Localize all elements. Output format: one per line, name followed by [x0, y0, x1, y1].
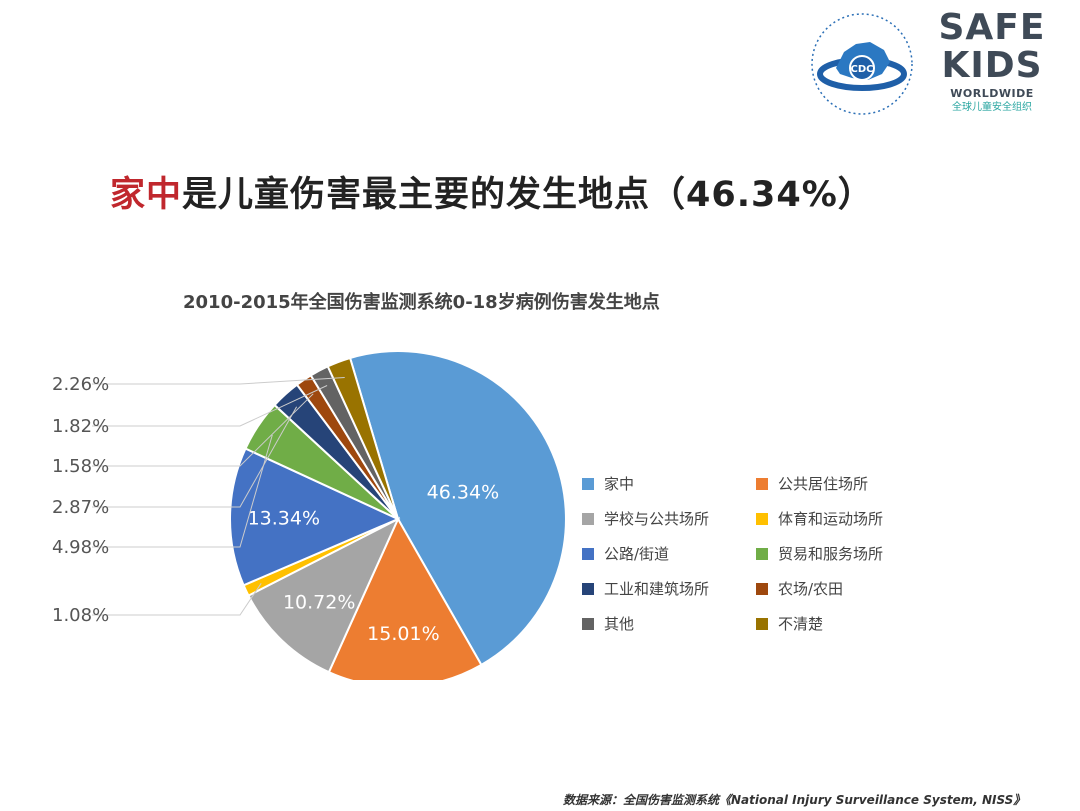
legend-label: 农场/农田: [778, 580, 843, 598]
cdc-logo: CDC: [811, 13, 913, 115]
legend-swatch: [756, 548, 768, 560]
legend-label: 公路/街道: [604, 545, 669, 563]
safe-kids-logo: SAFE KIDS WORLDWIDE 全球儿童安全组织: [936, 10, 1048, 113]
legend-swatch: [582, 583, 594, 595]
slice-data-label: 15.01%: [367, 623, 439, 645]
pie-chart: 46.34% 15.01% 10.72% 1.08% 13.34% 4.98% 2.87% 1…: [52, 350, 883, 680]
legend-label: 其他: [604, 615, 634, 633]
logo-text: SAFE: [938, 7, 1046, 48]
slice-data-label: 10.72%: [283, 592, 355, 614]
source-note: 数据来源：全国伤害监测系统《National Injury Surveillan…: [563, 793, 1026, 807]
legend-swatch: [582, 478, 594, 490]
legend-label: 不清楚: [778, 615, 823, 633]
callout-line: [92, 583, 262, 616]
legend-swatch: [756, 583, 768, 595]
legend-label: 家中: [604, 475, 634, 493]
callout-line: [92, 377, 345, 385]
callout-line: [92, 434, 273, 548]
logo-text: KIDS: [941, 45, 1043, 86]
pie-slice: [326, 356, 399, 520]
logo-text: WORLDWIDE: [950, 87, 1034, 100]
page-title-rest: 是儿童伤害最主要的发生地点（46.34%）: [182, 175, 874, 215]
legend-swatch: [582, 618, 594, 630]
slice-data-label: 13.34%: [248, 507, 320, 529]
cdc-badge-text: CDC: [851, 64, 874, 75]
slice-callout-label: 1.08%: [52, 605, 109, 626]
callout-line: [92, 393, 314, 467]
page-title-highlight: 家中: [110, 175, 183, 215]
legend-swatch: [756, 478, 768, 490]
chart-title: 2010-2015年全国伤害监测系统0-18岁病例伤害发生地点: [183, 292, 660, 313]
slice-callout-label: 4.98%: [52, 537, 109, 558]
legend-label: 贸易和服务场所: [778, 545, 883, 563]
legend-label: 工业和建筑场所: [604, 580, 709, 598]
slice-callout-label: 2.87%: [52, 497, 109, 518]
pie-slice: [229, 447, 401, 587]
legend-swatch: [756, 618, 768, 630]
slice-callout-label: 1.58%: [52, 456, 109, 477]
legend-label: 学校与公共场所: [604, 510, 709, 528]
legend-label: 体育和运动场所: [778, 510, 883, 528]
slice-callout-label: 2.26%: [52, 374, 109, 395]
slice-callout-label: 1.82%: [52, 416, 109, 437]
legend-swatch: [756, 513, 768, 525]
slice-data-label: 46.34%: [427, 481, 499, 503]
callout-line: [92, 406, 298, 508]
pie-slice: [247, 516, 401, 674]
callout-line: [92, 385, 328, 427]
page-title: 家中是儿童伤害最主要的发生地点（46.34%）: [110, 166, 874, 217]
legend-label: 公共居住场所: [778, 475, 868, 493]
pie-labels: 46.34% 15.01% 10.72% 1.08% 13.34% 4.98% 2.87% 1…: [52, 374, 499, 645]
pie-slice: [327, 516, 483, 680]
pie-slices: [229, 350, 567, 680]
legend-swatch: [582, 513, 594, 525]
legend-swatch: [582, 548, 594, 560]
pie-slice: [348, 350, 567, 667]
logo-text: 全球儿童安全组织: [952, 102, 1032, 113]
